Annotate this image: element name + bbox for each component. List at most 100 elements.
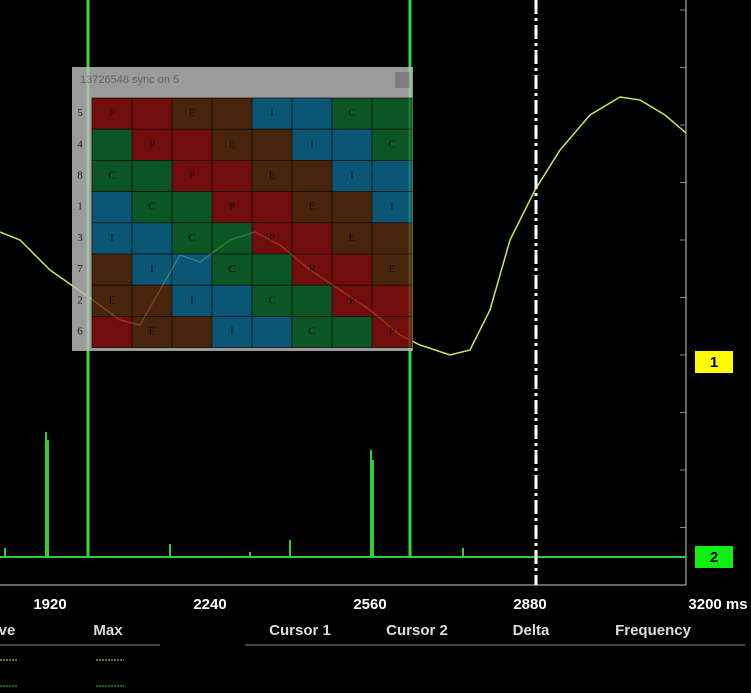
cell-letter: E xyxy=(269,170,276,182)
row-label: 3 xyxy=(77,232,83,244)
grid-cell xyxy=(171,222,213,255)
cell-letter: I xyxy=(150,263,154,275)
cell-letter: C xyxy=(388,138,395,150)
cell-letter: P xyxy=(229,201,235,213)
cell-letter: P xyxy=(309,263,315,275)
row-label: 5 xyxy=(77,107,83,119)
grid-cell xyxy=(371,316,413,348)
grid-cell xyxy=(91,160,133,192)
row-label: 1 xyxy=(77,201,83,213)
cell-letter: C xyxy=(148,201,155,213)
cell-letter: E xyxy=(229,138,236,150)
grid-cell xyxy=(91,128,133,161)
grid-cell xyxy=(331,191,373,224)
cell-letter: C xyxy=(228,263,235,275)
channel-2-marker[interactable] xyxy=(695,546,733,568)
x-tick-label: 1920 xyxy=(33,596,66,613)
grid-cell xyxy=(371,191,413,224)
cell-letter: P xyxy=(189,170,195,182)
row-label: 2 xyxy=(77,294,83,306)
grid-cell xyxy=(251,316,293,348)
cell-letter: P xyxy=(349,294,355,306)
grid-cell xyxy=(211,284,253,317)
grid-cell xyxy=(251,160,293,192)
x-tick-label: 3200 ms xyxy=(688,596,747,613)
grid-cell xyxy=(211,160,253,192)
grid-cell xyxy=(371,222,413,255)
cell-letter: P xyxy=(389,326,395,338)
grid-cell xyxy=(251,128,293,161)
grid-cell xyxy=(91,284,133,317)
grid-cell xyxy=(371,128,413,161)
grid-cell xyxy=(211,222,253,255)
cursor-header: Frequency xyxy=(615,622,692,639)
grid-cell xyxy=(171,316,213,348)
grid-cell xyxy=(251,284,293,317)
grid-cell xyxy=(331,253,373,286)
window-close[interactable] xyxy=(395,72,410,88)
grid-cell xyxy=(291,253,333,286)
x-tick-label: 2880 xyxy=(513,596,546,613)
sync-window[interactable]: 13726548 sync on 5 5 P E I C 4 P E I C 8 C P E I 1 C P E I 3… xyxy=(72,67,413,351)
cell-letter: E xyxy=(109,294,116,306)
grid-cell xyxy=(211,128,253,161)
cell-letter: P xyxy=(269,232,275,244)
channel-2-trace xyxy=(4,432,464,557)
row-label: 7 xyxy=(77,263,83,275)
grid-cell xyxy=(371,284,413,317)
grid-cell xyxy=(131,222,173,255)
grid-cell xyxy=(131,316,173,348)
cursor-header: Cursor 2 xyxy=(386,622,448,639)
x-tick-label: 2240 xyxy=(193,596,226,613)
cell-letter: I xyxy=(310,138,314,150)
cell-letter: I xyxy=(110,232,114,244)
cell-letter: E xyxy=(349,232,356,244)
cell-letter: C xyxy=(348,107,355,119)
cursor-header: Delta xyxy=(513,622,550,639)
grid-cell xyxy=(171,191,213,224)
grid-cell xyxy=(331,160,373,192)
grid-cell xyxy=(211,191,253,224)
legend-header: ve xyxy=(0,622,15,639)
grid-cell xyxy=(331,128,373,161)
cell-letter: P xyxy=(149,138,155,150)
grid-cell xyxy=(131,97,173,130)
row-label: 8 xyxy=(77,170,83,182)
legend-header: Max xyxy=(93,622,123,639)
grid-cell xyxy=(171,160,213,192)
grid-cell xyxy=(171,128,213,161)
grid-cell xyxy=(371,160,413,192)
channel-1-marker[interactable] xyxy=(695,351,733,373)
border-ticks xyxy=(680,9,686,528)
cell-letter: C xyxy=(308,326,315,338)
grid-cell xyxy=(211,97,253,130)
cell-letter: I xyxy=(390,201,394,213)
window-title: 13726548 sync on 5 xyxy=(80,74,179,86)
grid-cell xyxy=(371,97,413,130)
grid-cell xyxy=(291,160,333,192)
grid-cell xyxy=(91,97,133,130)
grid-cell xyxy=(131,284,173,317)
cell-letter: E xyxy=(189,107,196,119)
cell-letter: C xyxy=(268,294,275,306)
grid-cell xyxy=(331,284,373,317)
grid-cell xyxy=(291,97,333,130)
grid-cell xyxy=(291,222,333,255)
grid-cell xyxy=(251,191,293,224)
cell-letter: I xyxy=(350,170,354,182)
cell-letter: I xyxy=(230,326,234,338)
grid-cell xyxy=(171,253,213,286)
grid-cell xyxy=(251,253,293,286)
grid-cell xyxy=(291,316,333,348)
cell-letter: I xyxy=(190,294,194,306)
grid-cell xyxy=(91,191,133,224)
x-tick-label: 2560 xyxy=(353,596,386,613)
channel-1-label: 1 xyxy=(710,354,718,371)
cell-letter: E xyxy=(389,263,396,275)
grid-cell xyxy=(131,160,173,192)
cell-letter: E xyxy=(309,201,316,213)
channel-2-label: 2 xyxy=(710,549,718,566)
cell-letter: P xyxy=(109,107,115,119)
row-label: 4 xyxy=(77,138,83,150)
